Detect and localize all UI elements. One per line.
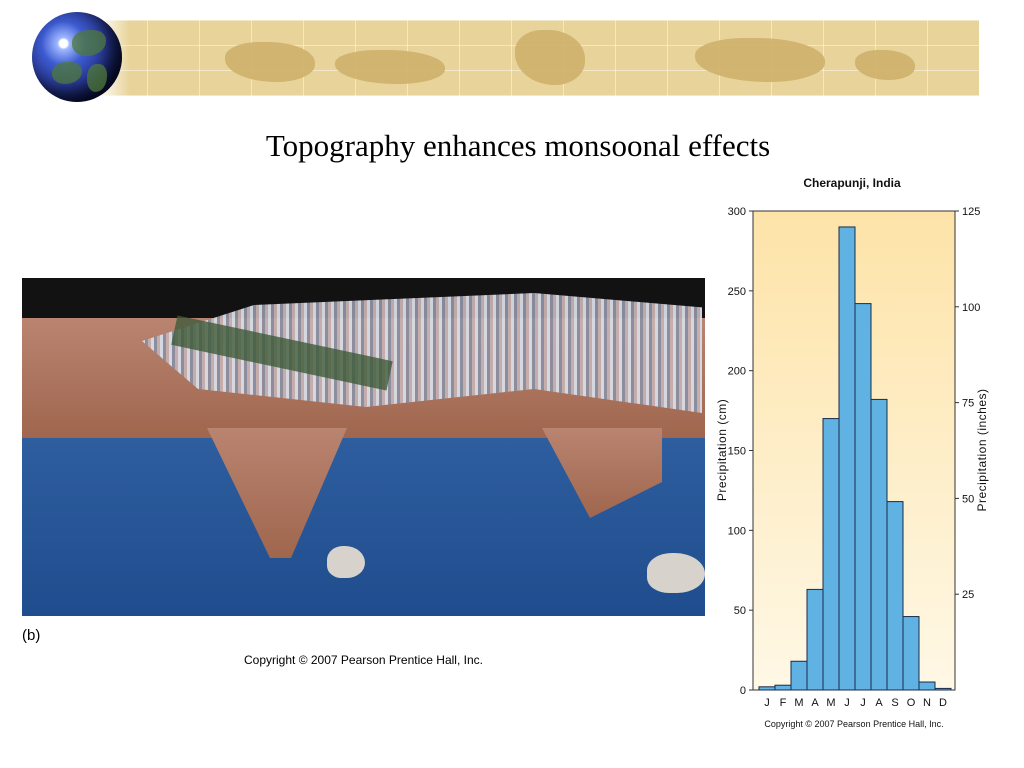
header-banner <box>95 20 979 96</box>
x-tick-label: S <box>891 697 898 709</box>
y-axis-label-right: Precipitation (inches) <box>975 388 989 511</box>
chart-copyright: Copyright © 2007 Pearson Prentice Hall, … <box>764 719 943 729</box>
y-axis-label-left: Precipitation (cm) <box>715 399 729 501</box>
banner-continent <box>855 50 915 80</box>
bar-2 <box>790 660 808 691</box>
x-tick-label: J <box>764 697 770 709</box>
globe-continent <box>87 64 107 92</box>
banner-continent <box>335 50 445 84</box>
chart-title: Cherapunji, India <box>803 176 901 190</box>
left-tick-label: 100 <box>728 525 746 537</box>
x-tick-label: O <box>907 697 916 709</box>
x-tick-label: M <box>794 697 803 709</box>
x-tick-label: M <box>826 697 835 709</box>
x-tick-label: D <box>939 697 947 709</box>
globe-icon <box>32 12 122 102</box>
left-tick-label: 50 <box>734 605 746 617</box>
x-tick-label: J <box>844 697 850 709</box>
bar-7 <box>870 398 888 691</box>
right-tick-label: 125 <box>962 206 980 218</box>
bar-series <box>758 226 952 691</box>
right-tick-label: 75 <box>962 398 974 410</box>
bar-9 <box>902 616 920 691</box>
right-tick-label: 100 <box>962 302 980 314</box>
banner-continent <box>515 30 585 85</box>
image-copyright: Copyright © 2007 Pearson Prentice Hall, … <box>244 653 483 667</box>
globe-continent <box>52 62 82 84</box>
left-tick-label: 0 <box>740 685 746 697</box>
banner-continent <box>225 42 315 82</box>
bar-3 <box>806 588 824 691</box>
left-axis-ticks: 0 50 100 150 200 250 300 <box>728 206 753 697</box>
bar-4 <box>822 418 840 691</box>
bar-11 <box>934 687 952 691</box>
globe-continent <box>72 30 106 56</box>
slide-title: Topography enhances monsoonal effects <box>265 128 771 163</box>
bar-1 <box>774 684 792 691</box>
island <box>327 546 365 578</box>
bar-5 <box>838 226 856 691</box>
figure-label: (b) <box>22 627 41 644</box>
bar-10 <box>918 681 936 691</box>
x-tick-label: N <box>923 697 931 709</box>
x-tick-label: F <box>780 697 787 709</box>
precipitation-chart: Cherapunji, India 0 50 100 150 200 250 300 25 5… <box>715 176 989 729</box>
right-axis-ticks: 25 50 75 100 125 <box>955 206 980 601</box>
right-tick-label: 25 <box>962 589 974 601</box>
x-tick-label: A <box>875 697 883 709</box>
island <box>647 553 705 593</box>
satellite-relief-image <box>22 278 705 616</box>
left-tick-label: 300 <box>728 206 746 218</box>
right-tick-label: 50 <box>962 493 974 505</box>
bar-0 <box>758 686 776 691</box>
bar-6 <box>854 303 872 691</box>
banner-continent <box>695 38 825 82</box>
left-tick-label: 200 <box>728 366 746 378</box>
left-tick-label: 250 <box>728 286 746 298</box>
x-tick-label: A <box>811 697 819 709</box>
bar-8 <box>886 501 904 691</box>
left-tick-label: 150 <box>728 446 746 458</box>
x-tick-label: J <box>860 697 866 709</box>
